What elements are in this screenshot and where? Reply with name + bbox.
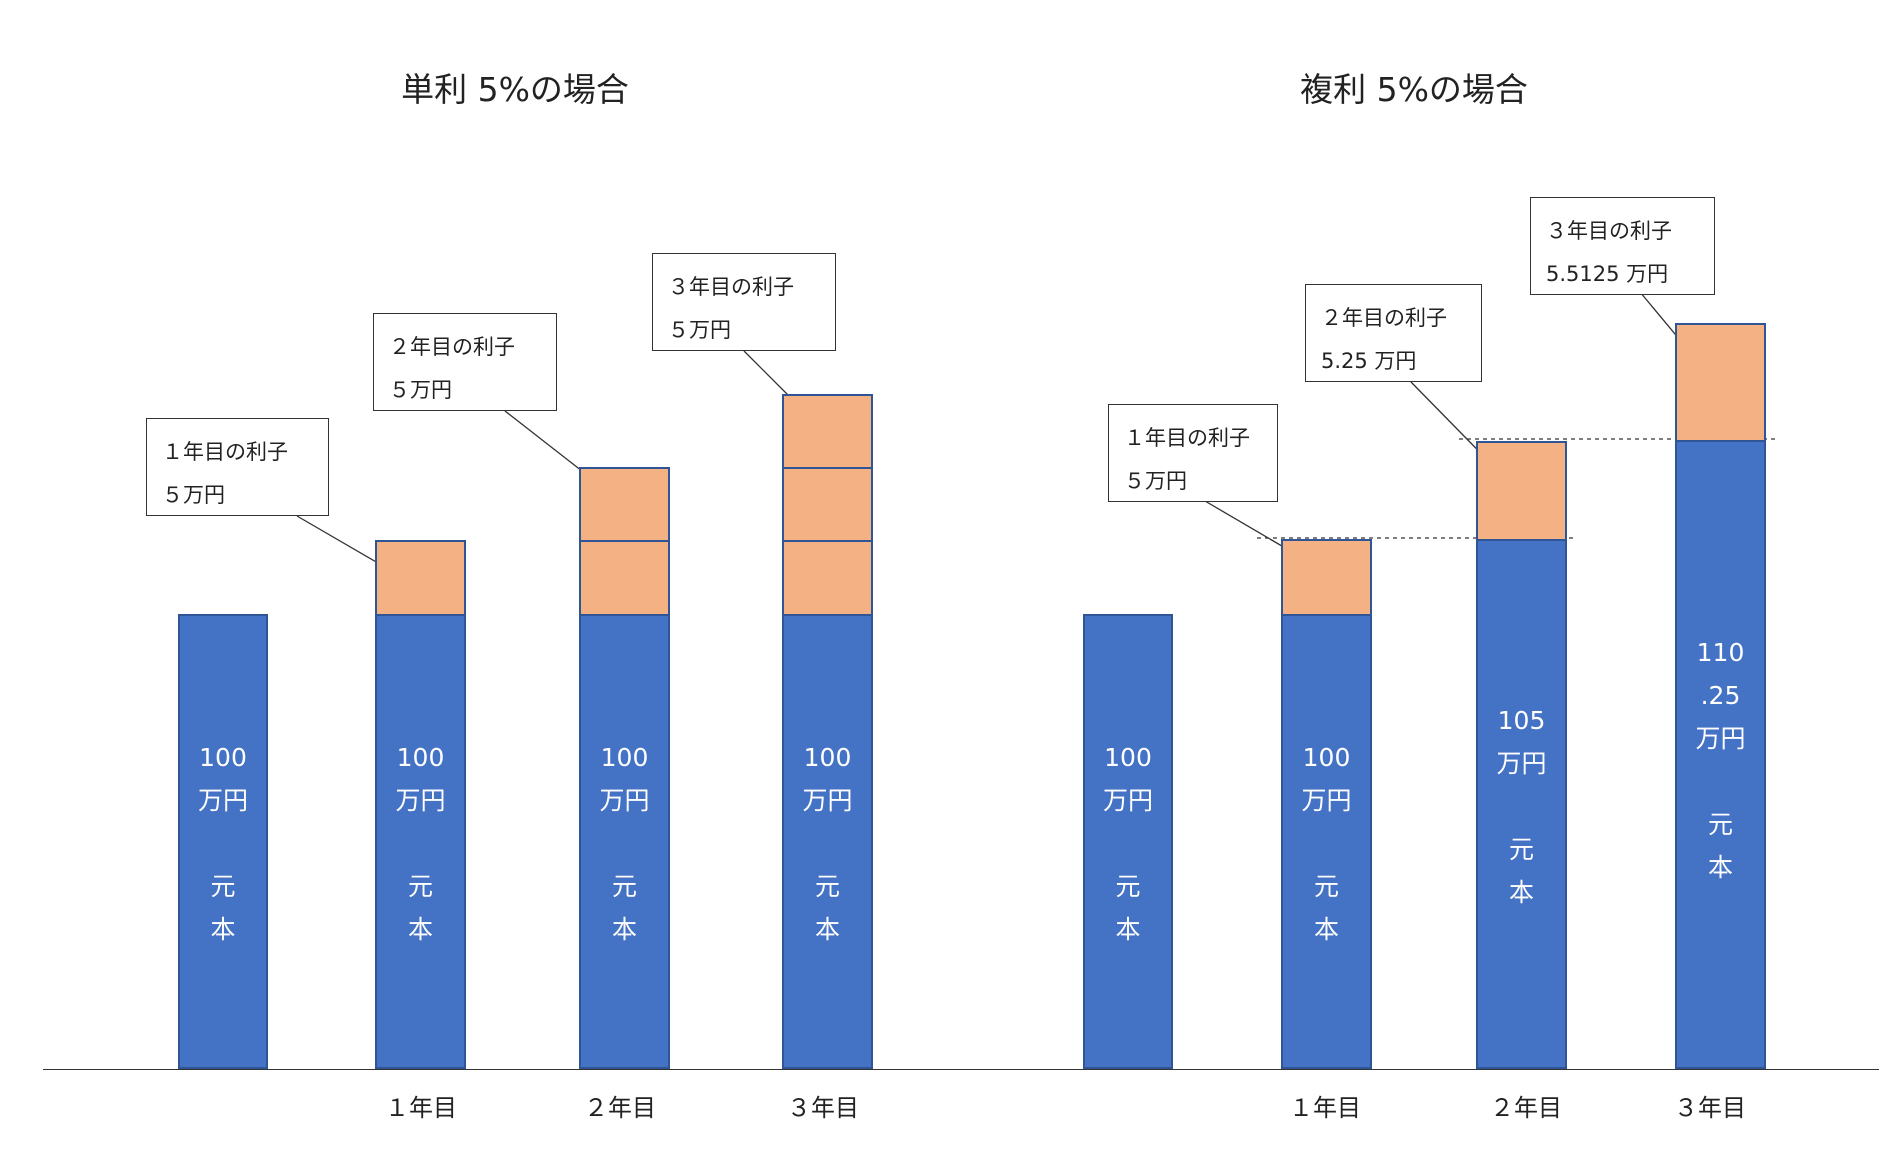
compound-principal-label-y0: 100 万円 元本 xyxy=(1102,743,1153,944)
compound-principal-bar-y3: 110.25 万円 元本 xyxy=(1675,440,1766,1069)
simple-principal-label-y1: 100 万円 元本 xyxy=(395,743,446,944)
callout-compound-y3: ３年目の利子 5.5125 万円 xyxy=(1530,197,1715,295)
simple-principal-bar-y3: 100 万円 元本 xyxy=(782,614,873,1069)
compound-xlabel-y3: ３年目 xyxy=(1674,1094,1746,1122)
compound-xlabel-y2: ２年目 xyxy=(1490,1094,1562,1122)
compound-principal-bar-y1: 100 万円 元本 xyxy=(1281,614,1372,1069)
compound-interest-block-y3 xyxy=(1675,323,1766,442)
simple-interest-block-y1-1 xyxy=(375,540,466,616)
simple-principal-bar-y2: 100 万円 元本 xyxy=(579,614,670,1069)
callout-simple-y1: １年目の利子 ５万円 xyxy=(146,418,329,516)
compound-xlabel-y1: １年目 xyxy=(1289,1094,1361,1122)
compound-interest-block-y2 xyxy=(1476,441,1567,541)
compound-principal-label-y2: 105 万円 元本 xyxy=(1496,706,1547,907)
simple-interest-block-y2-1 xyxy=(579,540,670,616)
compound-interest-block-y1 xyxy=(1281,539,1372,616)
simple-principal-label-y0: 100 万円 元本 xyxy=(197,743,248,944)
simple-xlabel-y2: ２年目 xyxy=(584,1094,656,1122)
simple-principal-bar-y1: 100 万円 元本 xyxy=(375,614,466,1069)
compound-interest-title: 複利 5%の場合 xyxy=(1300,70,1528,109)
callout-compound-y2: ２年目の利子 5.25 万円 xyxy=(1305,284,1482,382)
compound-principal-label-y3: 110.25 万円 元本 xyxy=(1695,638,1746,882)
simple-interest-title: 単利 5%の場合 xyxy=(401,70,629,109)
callout-simple-y2: ２年目の利子 ５万円 xyxy=(373,313,557,411)
simple-principal-bar-y0: 100 万円 元本 xyxy=(178,614,268,1069)
callout-compound-y1: １年目の利子 ５万円 xyxy=(1108,404,1278,502)
compound-principal-label-y1: 100 万円 元本 xyxy=(1301,743,1352,944)
simple-interest-block-y3-2 xyxy=(782,467,873,542)
simple-principal-label-y2: 100 万円 元本 xyxy=(599,743,650,944)
x-axis-baseline xyxy=(43,1069,1879,1070)
compound-principal-bar-y0: 100 万円 元本 xyxy=(1083,614,1173,1069)
simple-xlabel-y1: １年目 xyxy=(385,1094,457,1122)
simple-xlabel-y3: ３年目 xyxy=(787,1094,859,1122)
simple-interest-block-y2-2 xyxy=(579,467,670,542)
simple-interest-block-y3-1 xyxy=(782,540,873,616)
simple-principal-label-y3: 100 万円 元本 xyxy=(802,743,853,944)
compound-principal-bar-y2: 105 万円 元本 xyxy=(1476,539,1567,1069)
callout-simple-y3: ３年目の利子 ５万円 xyxy=(652,253,836,351)
simple-interest-block-y3-3 xyxy=(782,394,873,469)
